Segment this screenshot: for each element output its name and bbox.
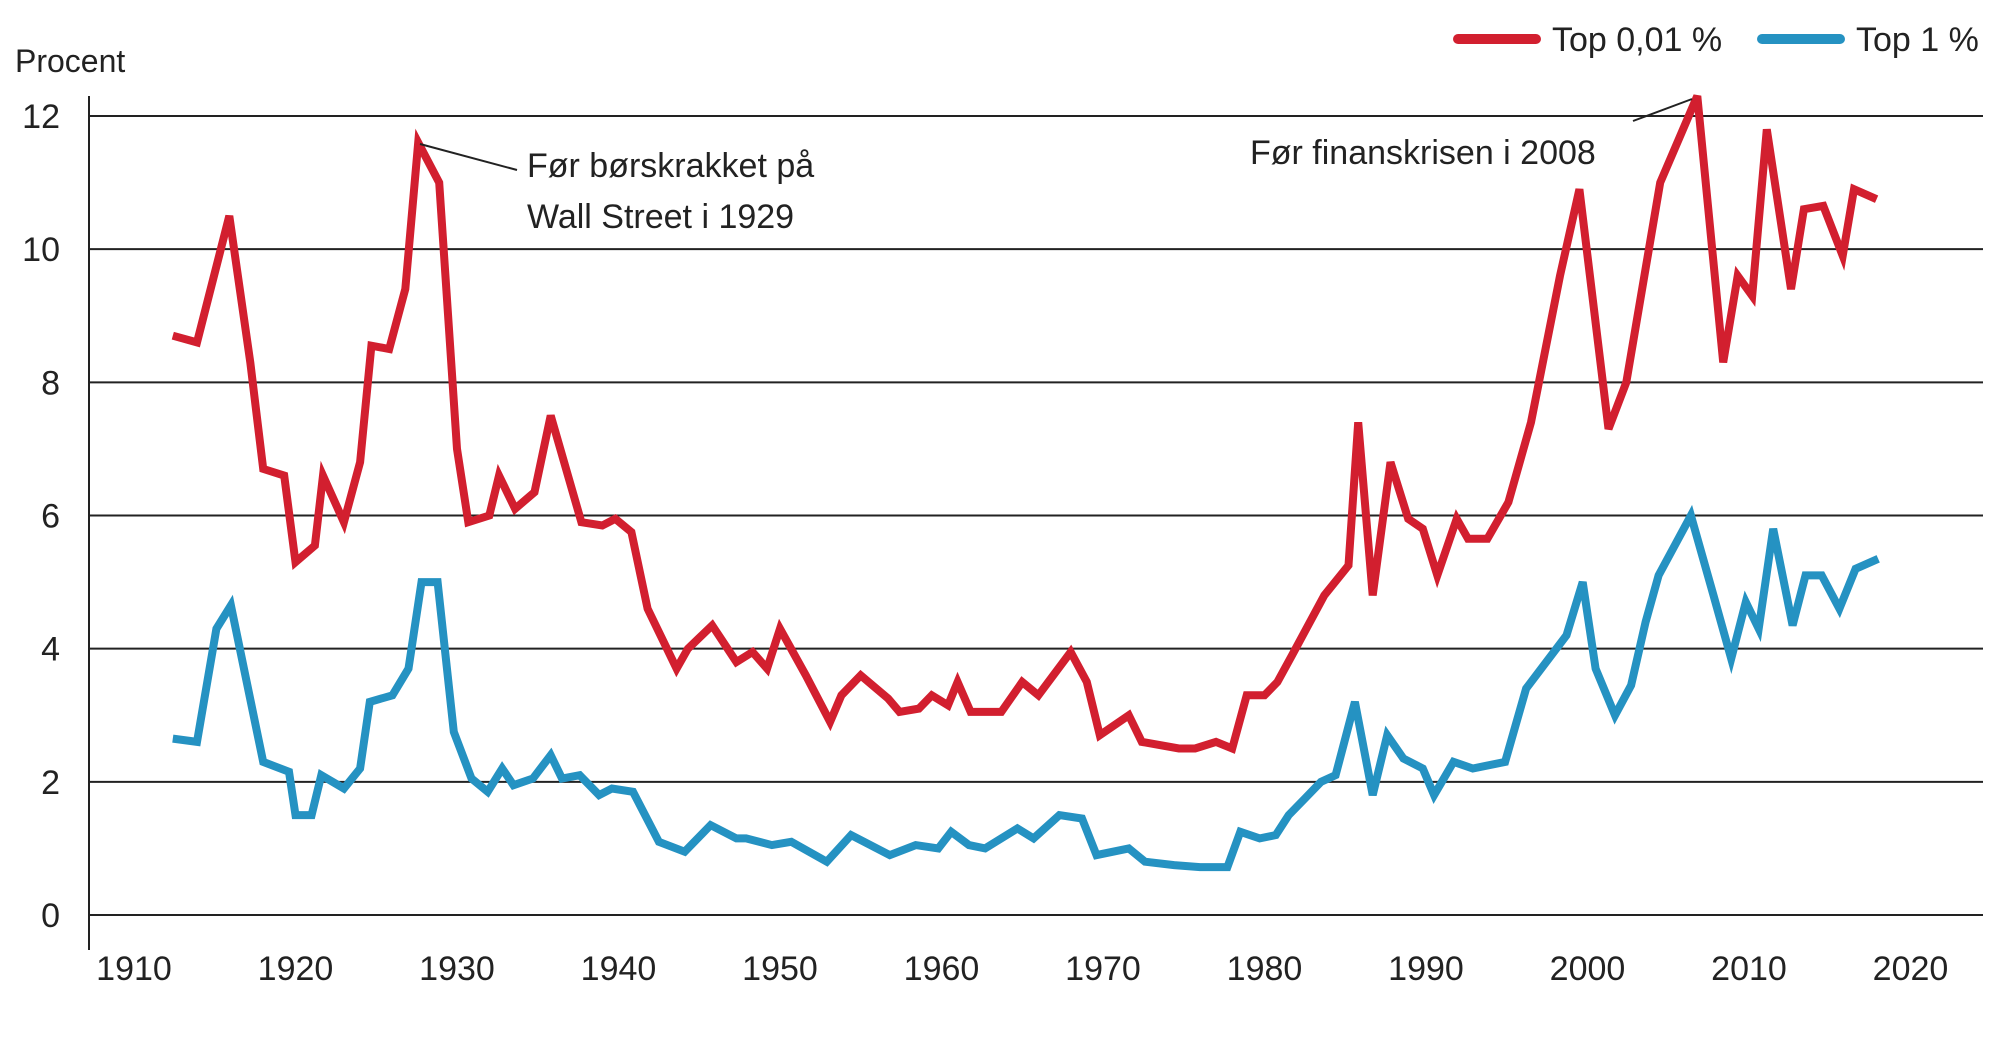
x-tick-label: 1920 [258,950,334,988]
y-tick-label: 2 [41,764,60,802]
x-tick-label: 1970 [1065,950,1141,988]
x-tick-label: 1950 [742,950,818,988]
y-tick-label: 6 [41,498,60,536]
annotation-1929-line2: Wall Street i 1929 [527,198,794,236]
legend-label-top-001: Top 0,01 % [1552,21,1722,59]
x-tick-label: 1930 [419,950,495,988]
gridlines [89,115,1983,916]
y-tick-label: 0 [41,897,60,935]
x-tick-label: 1990 [1388,950,1464,988]
y-tick-labels: 0 2 4 6 8 10 12 [22,98,60,935]
x-tick-labels: 1910 1920 1930 1940 1950 1960 1970 1980 1990 2000… [96,950,1948,988]
legend-label-top-1: Top 1 % [1856,21,1979,59]
annotation-1929-line1: Før børskrakket på [527,147,814,185]
annotation-2008-leader [1632,98,1693,122]
x-tick-label: 2020 [1873,950,1949,988]
y-axis-label: Procent [15,43,125,79]
x-tick-label: 1940 [581,950,657,988]
series-line-top-001 [171,94,1879,754]
x-tick-label: 1910 [96,950,172,988]
annotation-1929-leader [419,143,518,171]
x-tick-label: 1980 [1227,950,1303,988]
x-tick-label: 1960 [904,950,980,988]
y-tick-label: 4 [41,631,60,669]
series-lines [171,94,1880,872]
y-tick-label: 10 [22,231,60,269]
legend: Top 0,01 % Top 1 % [1453,21,1979,59]
y-tick-label: 12 [22,98,60,136]
annotation-2008-line1: Før finanskrisen i 2008 [1250,134,1596,172]
x-tick-label: 2010 [1711,950,1787,988]
y-tick-label: 8 [41,364,60,402]
x-tick-label: 2000 [1550,950,1626,988]
series-line-top-1 [172,504,1880,872]
